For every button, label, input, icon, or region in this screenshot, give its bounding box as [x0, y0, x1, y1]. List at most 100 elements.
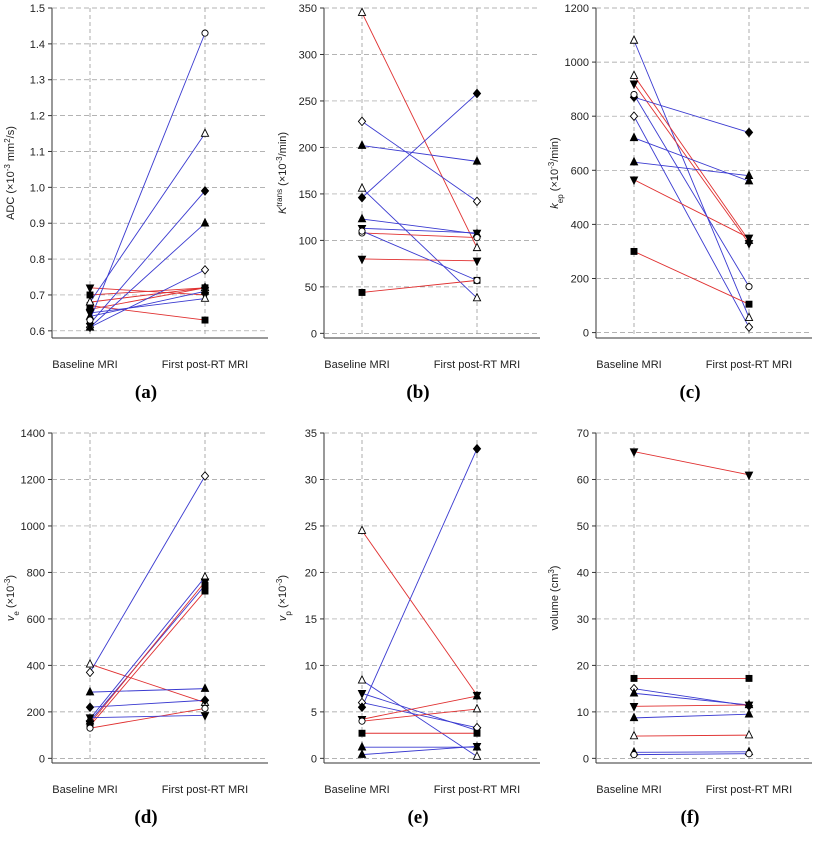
series-line-5: [633, 115, 750, 328]
series-line-2: [89, 287, 206, 296]
y-tick-label: 40: [577, 567, 589, 579]
series-7-post-rt-point: [200, 285, 210, 295]
series-line-12: [89, 32, 206, 321]
y-tick-label: 0.6: [30, 326, 45, 338]
series-6-baseline-point: [629, 132, 639, 142]
series-line-3: [361, 692, 478, 731]
y-tick-label: 60: [577, 474, 589, 486]
series-6-post-rt-point: [744, 708, 754, 718]
series-7-post-rt-point: [744, 729, 754, 739]
series-line-9: [361, 258, 478, 262]
series-7-baseline-point: [629, 730, 639, 740]
series-3-baseline-point: [85, 686, 95, 696]
y-tick-label: 0.8: [30, 254, 45, 266]
series-6-baseline-point: [357, 213, 367, 223]
y-axis-label: ve (×10-3): [3, 575, 21, 621]
series-line-8: [633, 179, 750, 239]
series-10-baseline-point: [85, 321, 95, 331]
series-9-baseline-point: [357, 741, 367, 751]
series-6-post-rt-point: [744, 175, 754, 185]
series-line-5: [633, 704, 750, 707]
series-8-post-rt-point: [473, 729, 481, 737]
series-9-post-rt-point: [200, 264, 210, 275]
series-line-10: [633, 94, 750, 287]
series-line-2: [89, 475, 206, 673]
y-tick-label: 0: [311, 328, 317, 340]
series-3-baseline-point: [629, 80, 639, 90]
series-line-8: [89, 590, 206, 727]
series-2-baseline-point: [630, 674, 638, 682]
y-tick-label: 1.4: [30, 39, 45, 51]
series-9-baseline-point: [630, 751, 638, 759]
y-tick-label: 15: [305, 614, 317, 626]
panel-label: (c): [679, 382, 700, 403]
series-line-4: [89, 699, 206, 708]
x-category-label: Baseline MRI: [596, 359, 661, 371]
series-line-10: [361, 279, 478, 293]
x-category-label: Baseline MRI: [324, 359, 389, 371]
series-1-baseline-point: [85, 284, 95, 294]
series-9-post-rt-point: [201, 704, 209, 712]
x-category-label: Baseline MRI: [324, 784, 389, 796]
series-line-1: [361, 12, 478, 249]
y-tick-label: 1.2: [30, 111, 45, 123]
y-tick-label: 1400: [21, 428, 45, 440]
series-12-baseline-point: [86, 316, 94, 324]
y-tick-label: 200: [27, 707, 45, 719]
y-tick-label: 1.3: [30, 75, 45, 87]
series-10-post-rt-point: [745, 283, 753, 291]
series-5-baseline-point: [629, 111, 639, 122]
series-line-11: [361, 230, 478, 281]
series-10-baseline-point: [357, 749, 367, 758]
series-line-10: [89, 714, 206, 719]
y-tick-label: 0.9: [30, 218, 45, 230]
series-7-post-rt-point: [200, 578, 210, 588]
series-11-baseline-point: [85, 296, 95, 306]
y-tick-label: 50: [305, 282, 317, 294]
y-tick-label: 350: [299, 3, 317, 15]
series-11-post-rt-point: [200, 128, 210, 137]
series-1-baseline-point: [357, 7, 367, 16]
series-line-1: [89, 663, 206, 704]
y-tick-label: 600: [571, 165, 589, 177]
chart-c: 0 200 400 600 800 1000 1200 Baseline MRI First p…: [547, 3, 812, 403]
series-3-baseline-point: [357, 140, 367, 149]
series-5-post-rt-point: [472, 443, 482, 454]
series-7-post-rt-point: [744, 170, 754, 179]
series-5-post-rt-point: [472, 88, 482, 99]
series-5-baseline-point: [357, 192, 367, 203]
x-category-label: Baseline MRI: [596, 784, 661, 796]
y-axis-label: volume (cm3): [547, 566, 562, 631]
y-tick-label: 20: [305, 567, 317, 579]
series-7-baseline-point: [358, 717, 366, 725]
series-7-post-rt-point: [472, 229, 482, 239]
series-1-baseline-point: [85, 658, 95, 668]
series-line-3: [633, 83, 750, 244]
series-2-baseline-point: [357, 116, 367, 127]
x-category-label: First post-RT MRI: [162, 359, 248, 371]
series-10-post-rt-point: [200, 217, 210, 227]
y-tick-label: 300: [299, 49, 317, 61]
series-line-2: [361, 121, 478, 202]
series-3-baseline-point: [357, 690, 367, 699]
series-8-post-rt-point: [200, 186, 210, 196]
series-11-post-rt-point: [473, 276, 481, 284]
series-10-baseline-point: [358, 289, 366, 296]
panel-e: 0 5 10 15 20 25 30 35 Baseline MRI First post-RT …: [272, 425, 544, 850]
panel-f: 0 10 20 30 40 50 60 70 Baseline MRI First post-RT…: [544, 425, 816, 850]
series-line-9: [633, 753, 750, 756]
y-axis-label: Ktrans (×10-3/min): [275, 132, 290, 214]
y-tick-label: 0.7: [30, 290, 45, 302]
y-tick-label: 200: [299, 142, 317, 154]
series-line-2: [361, 679, 478, 757]
series-line-3: [89, 287, 206, 303]
series-3-post-rt-point: [472, 155, 482, 165]
series-2-baseline-point: [357, 674, 367, 684]
chart-f: 0 10 20 30 40 50 60 70 Baseline MRI First post-RT…: [547, 428, 812, 828]
series-4-baseline-point: [85, 702, 95, 713]
series-line-4: [361, 188, 478, 299]
series-9-baseline-point: [357, 255, 367, 265]
y-tick-label: 30: [305, 474, 317, 486]
panel-label: (d): [134, 807, 157, 828]
series-line-6: [633, 713, 750, 719]
